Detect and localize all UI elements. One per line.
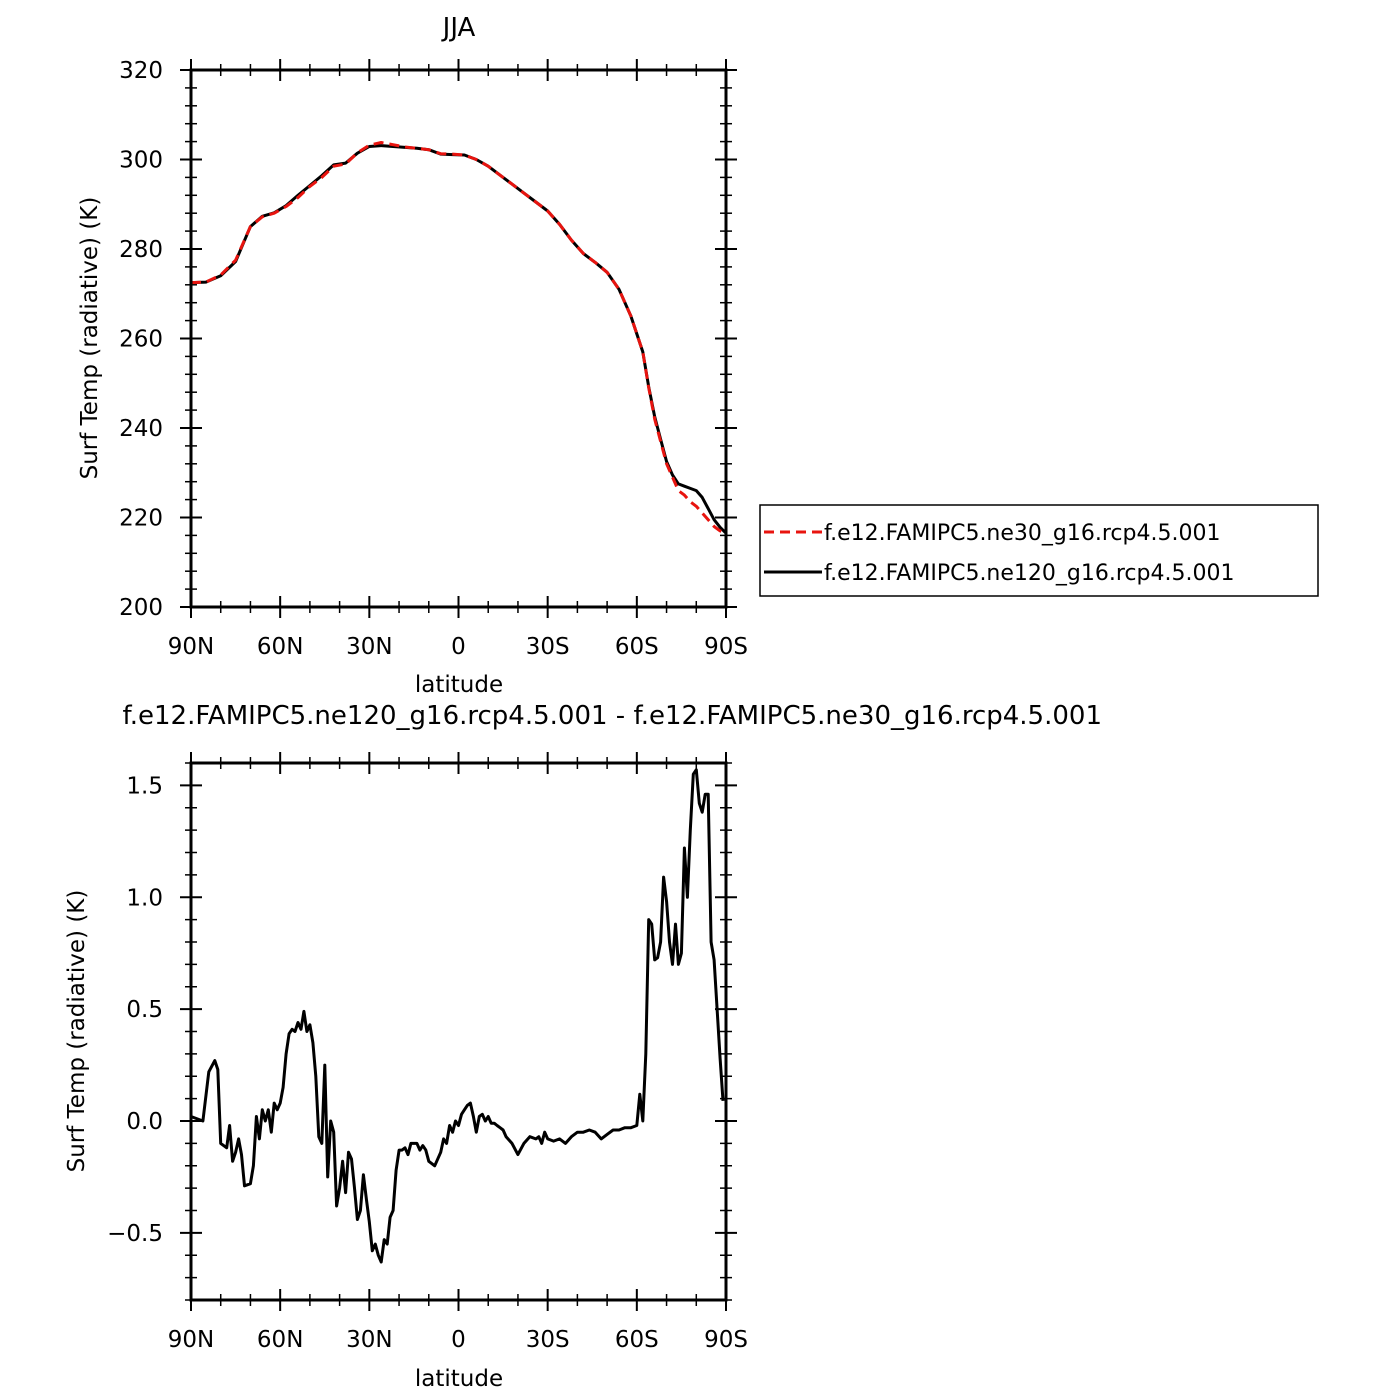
- y-tick-label: 320: [119, 58, 163, 84]
- top-x-axis-title: latitude: [415, 672, 503, 698]
- legend-label-ne30: f.e12.FAMIPC5.ne30_g16.rcp4.5.001: [824, 521, 1220, 546]
- top-plot-frame: [189, 68, 728, 609]
- bottom-tick-marks: [180, 752, 737, 1311]
- x-tick-label: 90S: [704, 1327, 748, 1353]
- top-chart-title: JJA: [441, 13, 476, 43]
- y-tick-label: 280: [119, 237, 163, 263]
- legend-label-ne120: f.e12.FAMIPC5.ne120_g16.rcp4.5.001: [824, 561, 1234, 586]
- bottom-chart-title: f.e12.FAMIPC5.ne120_g16.rcp4.5.001 - f.e…: [122, 701, 1102, 731]
- bottom-series-lines: [190, 768, 725, 1264]
- y-tick-label: −0.5: [107, 1221, 163, 1247]
- bottom-chart-panel: f.e12.FAMIPC5.ne120_g16.rcp4.5.001 - f.e…: [64, 701, 1102, 1392]
- top-series-line-0: [190, 141, 727, 535]
- x-tick-label: 60N: [257, 1327, 303, 1353]
- legend: f.e12.FAMIPC5.ne30_g16.rcp4.5.001 f.e12.…: [759, 504, 1319, 597]
- top-chart-panel: JJA 90N 60N 30N 0 30S 60S 90S 200 220 240 260 280 30…: [77, 13, 1319, 698]
- bottom-series-line-0: [190, 768, 725, 1264]
- x-tick-label: 30S: [526, 1327, 570, 1353]
- x-tick-label: 60N: [257, 634, 303, 660]
- top-tick-marks: [180, 59, 737, 618]
- top-series-line-1: [190, 144, 728, 535]
- y-tick-label: 0.5: [126, 997, 163, 1023]
- x-tick-label: 90S: [704, 634, 748, 660]
- y-tick-label: 220: [119, 506, 163, 532]
- y-tick-label: 0.0: [126, 1109, 163, 1135]
- y-tick-label: 200: [119, 595, 163, 621]
- x-tick-label: 60S: [615, 634, 659, 660]
- y-tick-label: 300: [119, 148, 163, 174]
- y-tick-label: 1.0: [126, 885, 163, 911]
- top-tick-labels: 90N 60N 30N 0 30S 60S 90S 200 220 240 260 280 300 320: [119, 58, 748, 660]
- bottom-x-axis-title: latitude: [415, 1366, 503, 1392]
- x-tick-label: 30N: [346, 634, 392, 660]
- x-tick-label: 0: [451, 634, 466, 660]
- bottom-tick-labels: 90N 60N 30N 0 30S 60S 90S −0.5 0.0 0.5 1.0 1.5: [107, 773, 748, 1353]
- x-tick-label: 90N: [168, 634, 214, 660]
- y-tick-label: 240: [119, 416, 163, 442]
- top-series-lines: [190, 141, 728, 535]
- x-tick-label: 60S: [615, 1327, 659, 1353]
- x-tick-label: 0: [451, 1327, 466, 1353]
- bottom-y-axis-title: Surf Temp (radiative) (K): [64, 890, 90, 1173]
- bottom-plot-frame: [189, 761, 728, 1302]
- x-tick-label: 90N: [168, 1327, 214, 1353]
- legend-box: [759, 504, 1319, 597]
- y-tick-label: 260: [119, 327, 163, 353]
- y-tick-label: 1.5: [126, 773, 163, 799]
- x-tick-label: 30N: [346, 1327, 392, 1353]
- x-tick-label: 30S: [526, 634, 570, 660]
- top-y-axis-title: Surf Temp (radiative) (K): [77, 197, 103, 480]
